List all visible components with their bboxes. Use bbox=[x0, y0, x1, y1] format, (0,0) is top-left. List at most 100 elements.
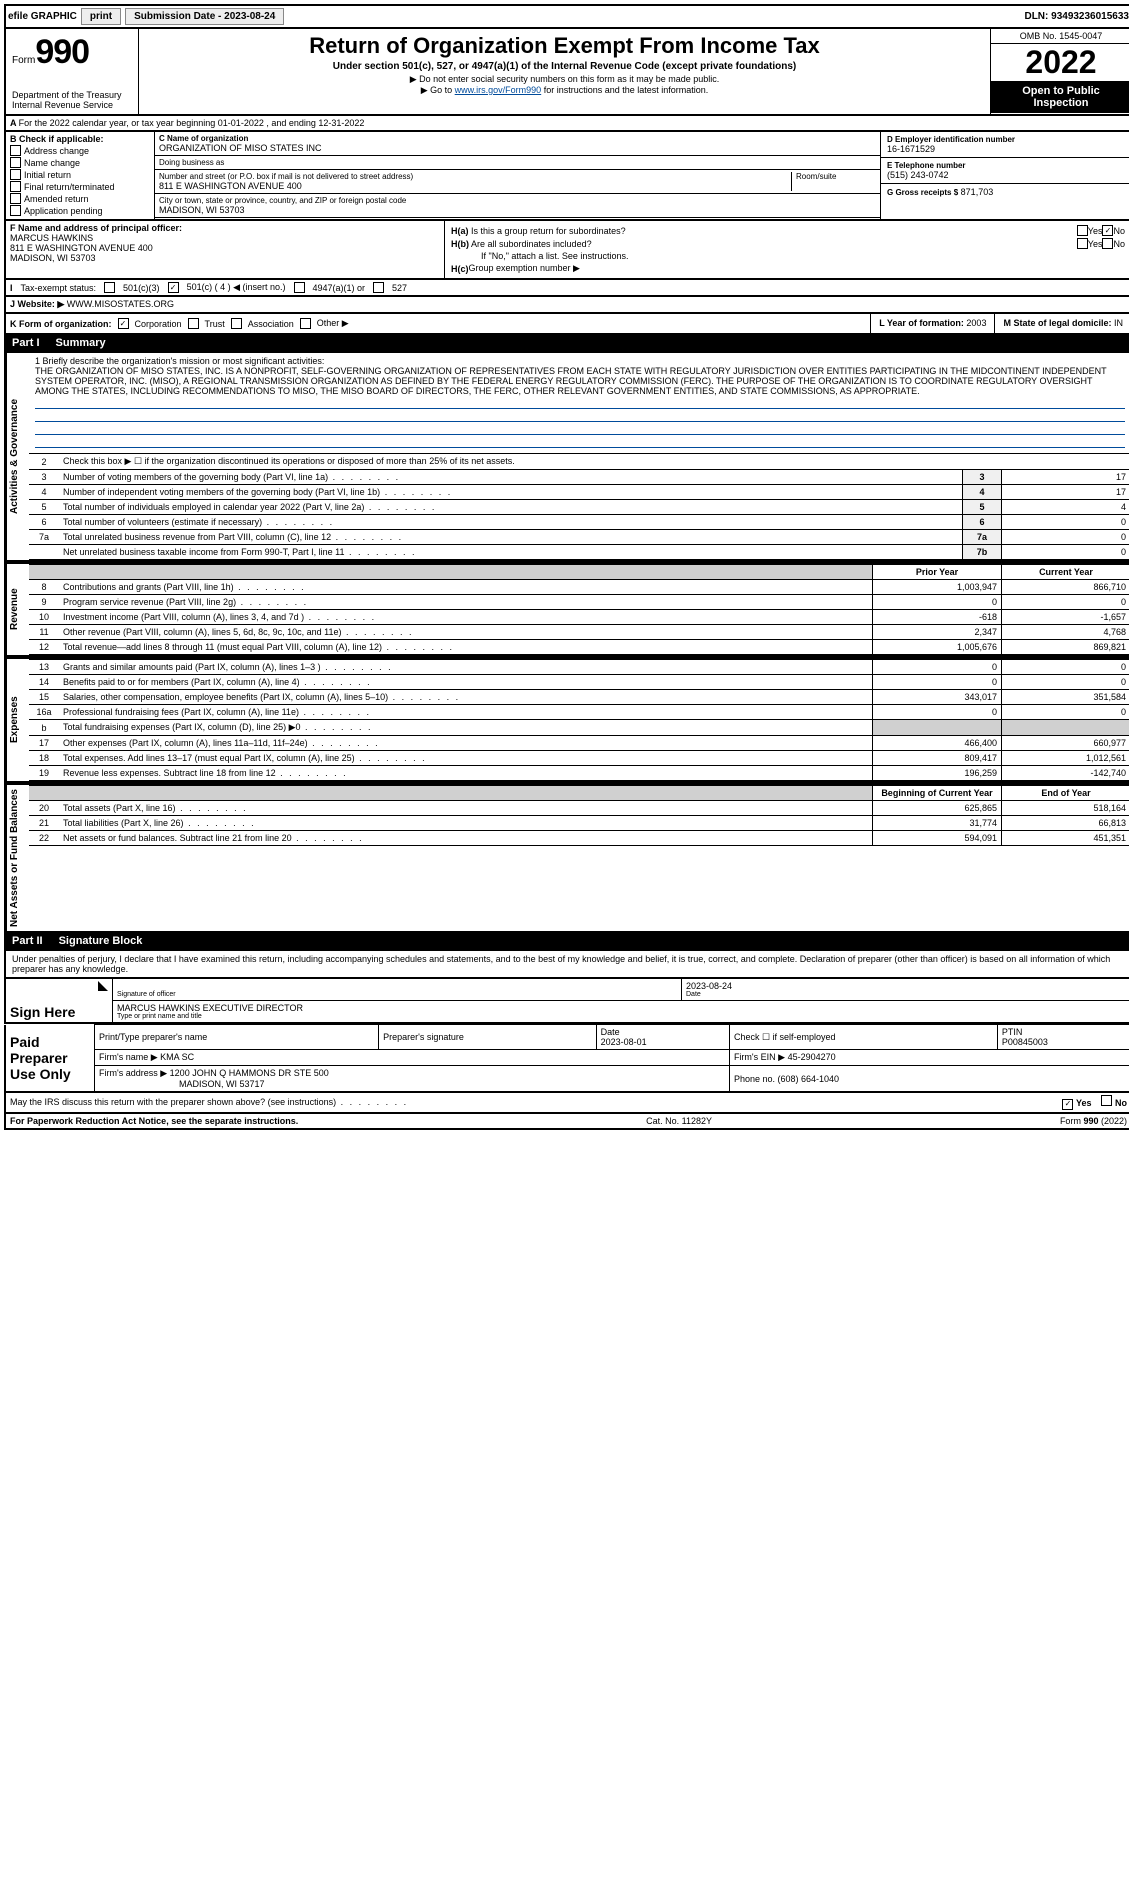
chk-final-return[interactable]: Final return/terminated bbox=[10, 181, 150, 192]
discuss-no[interactable] bbox=[1101, 1095, 1112, 1106]
chk-other[interactable] bbox=[300, 318, 311, 329]
dln: DLN: 93493236015633 bbox=[1024, 11, 1129, 22]
chk-trust[interactable] bbox=[188, 318, 199, 329]
arrow-icon bbox=[98, 981, 108, 991]
firm-lbl: Firm's name ▶ bbox=[99, 1052, 158, 1062]
preparer-title: Paid Preparer Use Only bbox=[5, 1025, 95, 1093]
net-table: Beginning of Current YearEnd of Year20To… bbox=[29, 785, 1129, 846]
firm-val: KMA SC bbox=[160, 1052, 194, 1062]
org-name-lbl: C Name of organization bbox=[159, 134, 876, 143]
chk-application-pending[interactable]: Application pending bbox=[10, 205, 150, 216]
footer-row: For Paperwork Reduction Act Notice, see … bbox=[4, 1114, 1129, 1130]
prep-date-lbl: Date bbox=[601, 1027, 725, 1037]
top-bar: efile GRAPHIC print Submission Date - 20… bbox=[4, 4, 1129, 29]
col-c: C Name of organizationORGANIZATION OF MI… bbox=[155, 132, 880, 219]
note-ssn: ▶ Do not enter social security numbers o… bbox=[147, 74, 982, 85]
street-val: 811 E WASHINGTON AVENUE 400 bbox=[159, 181, 791, 191]
sig-name-lbl: Type or print name and title bbox=[117, 1013, 1127, 1020]
ein-val: 16-1671529 bbox=[887, 144, 1125, 154]
note2-post: for instructions and the latest informat… bbox=[541, 85, 708, 95]
submission-date: Submission Date - 2023-08-24 bbox=[125, 8, 284, 25]
chk-501c[interactable]: ✓ bbox=[168, 282, 179, 293]
ein-val2: 45-2904270 bbox=[788, 1052, 836, 1062]
cat-no: Cat. No. 11282Y bbox=[646, 1116, 712, 1126]
discuss-yes[interactable]: ✓ bbox=[1062, 1099, 1073, 1110]
chk-address-change[interactable]: Address change bbox=[10, 145, 150, 156]
colb-label: B Check if applicable: bbox=[10, 134, 150, 144]
city-lbl: City or town, state or province, country… bbox=[159, 196, 876, 205]
officer-addr2: MADISON, WI 53703 bbox=[10, 253, 440, 263]
part2-header: Part II Signature Block bbox=[4, 933, 1129, 951]
chk-initial-return[interactable]: Initial return bbox=[10, 169, 150, 180]
form-word: Form bbox=[12, 55, 35, 66]
section-bcde: B Check if applicable: Address change Na… bbox=[4, 132, 1129, 221]
side-rev: Revenue bbox=[6, 564, 29, 655]
preparer-table: Paid Preparer Use Only Print/Type prepar… bbox=[4, 1024, 1129, 1093]
dba-lbl: Doing business as bbox=[159, 158, 876, 167]
hb-yes[interactable] bbox=[1077, 238, 1088, 249]
firm-addr1: 1200 JOHN Q HAMMONS DR STE 500 bbox=[170, 1068, 329, 1078]
prep-name-lbl: Print/Type preparer's name bbox=[99, 1032, 374, 1042]
city-val: MADISON, WI 53703 bbox=[159, 205, 876, 215]
chk-501c3[interactable] bbox=[104, 282, 115, 293]
sig-date-lbl: Date bbox=[686, 991, 1127, 998]
discuss-text: May the IRS discuss this return with the… bbox=[10, 1097, 336, 1107]
side-gov: Activities & Governance bbox=[6, 353, 29, 560]
title-box: Return of Organization Exempt From Incom… bbox=[139, 29, 991, 114]
prep-date: 2023-08-01 bbox=[601, 1037, 725, 1047]
ptin-val: P00845003 bbox=[1002, 1037, 1127, 1047]
phone-lbl: E Telephone number bbox=[887, 161, 1125, 170]
hb-note: If "No," attach a list. See instructions… bbox=[451, 251, 1125, 261]
col-b: B Check if applicable: Address change Na… bbox=[6, 132, 155, 219]
ha-yes[interactable] bbox=[1077, 225, 1088, 236]
m-val: IN bbox=[1114, 318, 1123, 328]
chk-corp[interactable]: ✓ bbox=[118, 318, 129, 329]
prep-sig-lbl: Preparer's signature bbox=[383, 1032, 591, 1042]
sig-declaration: Under penalties of perjury, I declare th… bbox=[4, 951, 1129, 979]
ein-lbl: D Employer identification number bbox=[887, 135, 1125, 144]
hb-no[interactable] bbox=[1102, 238, 1113, 249]
box-f: F Name and address of principal officer:… bbox=[6, 221, 445, 278]
sign-here-label: Sign Here bbox=[5, 979, 94, 1023]
period-text: For the 2022 calendar year, or tax year … bbox=[19, 118, 365, 128]
box-h: H(a) Is this a group return for subordin… bbox=[445, 221, 1129, 278]
chk-4947[interactable] bbox=[294, 282, 305, 293]
room-lbl: Room/suite bbox=[796, 172, 876, 181]
gross-lbl: G Gross receipts $ bbox=[887, 188, 958, 197]
open-public: Open to Public Inspection bbox=[991, 81, 1129, 113]
chk-assoc[interactable] bbox=[231, 318, 242, 329]
period-row: A For the 2022 calendar year, or tax yea… bbox=[4, 116, 1129, 132]
omb: OMB No. 1545-0047 bbox=[991, 29, 1129, 44]
tax-year: 2022 bbox=[991, 44, 1129, 81]
form-ref: Form 990 (2022) bbox=[1060, 1116, 1127, 1126]
chk-527[interactable] bbox=[373, 282, 384, 293]
dept-label: Department of the Treasury Internal Reve… bbox=[12, 90, 132, 110]
form-number: 990 bbox=[35, 33, 89, 72]
mission-box: 1 Briefly describe the organization's mi… bbox=[29, 353, 1129, 453]
rev-section: Revenue Prior YearCurrent Year8Contribut… bbox=[4, 562, 1129, 657]
officer-lbl: F Name and address of principal officer: bbox=[10, 223, 440, 233]
firm-phone: (608) 664-1040 bbox=[778, 1074, 840, 1084]
ha-no[interactable]: ✓ bbox=[1102, 225, 1113, 236]
phone-val: (515) 243-0742 bbox=[887, 170, 1125, 180]
exp-table: 13Grants and similar amounts paid (Part … bbox=[29, 659, 1129, 781]
klm-row: K Form of organization: ✓Corporation Tru… bbox=[4, 314, 1129, 335]
prep-check: Check ☐ if self-employed bbox=[734, 1032, 993, 1043]
efile-label: efile GRAPHIC bbox=[8, 11, 77, 22]
form-header: Form 990 Department of the Treasury Inte… bbox=[4, 29, 1129, 116]
part1-num: Part I bbox=[12, 337, 40, 349]
mission-text: THE ORGANIZATION OF MISO STATES, INC. IS… bbox=[35, 366, 1125, 396]
gross-val: 871,703 bbox=[961, 187, 994, 197]
chk-name-change[interactable]: Name change bbox=[10, 157, 150, 168]
chk-amended[interactable]: Amended return bbox=[10, 193, 150, 204]
ein-lbl: Firm's EIN ▶ bbox=[734, 1052, 785, 1062]
te-lbl: Tax-exempt status: bbox=[21, 283, 97, 293]
row-fh: F Name and address of principal officer:… bbox=[4, 221, 1129, 280]
part1-header: Part I Summary bbox=[4, 335, 1129, 353]
part1-title: Summary bbox=[56, 337, 106, 349]
irs-link[interactable]: www.irs.gov/Form990 bbox=[455, 85, 542, 95]
col-de: D Employer identification number16-16715… bbox=[880, 132, 1129, 219]
print-button[interactable]: print bbox=[81, 8, 121, 25]
firm-phone-lbl: Phone no. bbox=[734, 1074, 775, 1084]
gov-section: Activities & Governance 1 Briefly descri… bbox=[4, 353, 1129, 562]
